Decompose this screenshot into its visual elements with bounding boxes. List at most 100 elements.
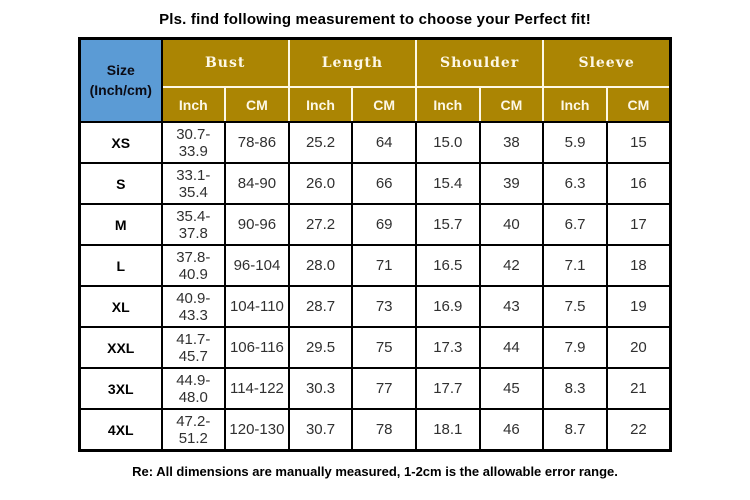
table-row: XL 40.9-43.3 104-110 28.7 73 16.9 43 7.5 19 [78, 285, 672, 328]
measurement-cell: 16.9 [415, 285, 481, 328]
measurement-cell: 8.3 [542, 367, 608, 410]
table-row: L 37.8-40.9 96-104 28.0 71 16.5 42 7.1 18 [78, 244, 672, 287]
measurement-cell: 120-130 [224, 408, 290, 452]
measurement-cell: 104-110 [224, 285, 290, 328]
size-label: XS [78, 121, 163, 164]
size-label: XXL [78, 326, 163, 369]
measurement-cell: 16 [605, 162, 672, 205]
measurement-cell: 90-96 [224, 203, 290, 246]
measurement-cell: 15.0 [415, 121, 481, 164]
measurement-cell: 66 [351, 162, 417, 205]
measurement-cell: 22 [605, 408, 672, 452]
table-row: 3XL 44.9-48.0 114-122 30.3 77 17.7 45 8.3 21 [78, 367, 672, 410]
column-group-length: Length [287, 37, 418, 88]
unit-header-length-inch: Inch [287, 86, 354, 123]
table-row: XS 30.7-33.9 78-86 25.2 64 15.0 38 5.9 15 [78, 121, 672, 164]
size-label: 4XL [78, 408, 163, 452]
measurement-cell: 16.5 [415, 244, 481, 287]
measurement-cell: 28.7 [287, 285, 354, 328]
measurement-cell: 15.7 [415, 203, 481, 246]
measurement-cell: 44.9-48.0 [160, 367, 227, 410]
measurement-cell: 27.2 [287, 203, 354, 246]
measurement-cell: 7.9 [542, 326, 608, 369]
measurement-cell: 30.3 [287, 367, 354, 410]
measurement-cell: 46 [478, 408, 545, 452]
measurement-cell: 17.3 [415, 326, 481, 369]
unit-header-bust-inch: Inch [160, 86, 227, 123]
measurement-cell: 17 [605, 203, 672, 246]
measurement-cell: 6.3 [542, 162, 608, 205]
measurement-cell: 42 [478, 244, 545, 287]
measurement-cell: 18.1 [415, 408, 481, 452]
size-label: L [78, 244, 163, 287]
unit-header-sleeve-cm: CM [605, 86, 672, 123]
measurement-cell: 7.5 [542, 285, 608, 328]
measurement-cell: 40 [478, 203, 545, 246]
measurement-cell: 69 [351, 203, 417, 246]
unit-header-bust-cm: CM [224, 86, 290, 123]
unit-header-shoulder-cm: CM [478, 86, 545, 123]
measurement-cell: 75 [351, 326, 417, 369]
measurement-cell: 29.5 [287, 326, 354, 369]
unit-header-sleeve-inch: Inch [542, 86, 608, 123]
measurement-cell: 41.7-45.7 [160, 326, 227, 369]
measurement-cell: 33.1-35.4 [160, 162, 227, 205]
size-table-header: Size (Inch/cm) Bust Length Shoulder Slee… [78, 37, 672, 123]
size-table-body: XS 30.7-33.9 78-86 25.2 64 15.0 38 5.9 15 S 33.1-3… [78, 121, 672, 452]
measurement-cell: 15 [605, 121, 672, 164]
measurement-cell: 96-104 [224, 244, 290, 287]
measurement-cell: 25.2 [287, 121, 354, 164]
size-label: M [78, 203, 163, 246]
size-label: 3XL [78, 367, 163, 410]
measurement-cell: 39 [478, 162, 545, 205]
measurement-cell: 45 [478, 367, 545, 410]
measurement-cell: 17.7 [415, 367, 481, 410]
footnote: Re: All dimensions are manually measured… [132, 464, 618, 479]
table-row: XXL 41.7-45.7 106-116 29.5 75 17.3 44 7.9 20 [78, 326, 672, 369]
measurement-cell: 64 [351, 121, 417, 164]
column-group-bust: Bust [160, 37, 290, 88]
measurement-cell: 71 [351, 244, 417, 287]
measurement-cell: 15.4 [415, 162, 481, 205]
measurement-cell: 30.7-33.9 [160, 121, 227, 164]
unit-header-length-cm: CM [351, 86, 417, 123]
table-row: S 33.1-35.4 84-90 26.0 66 15.4 39 6.3 16 [78, 162, 672, 205]
table-row: 4XL 47.2-51.2 120-130 30.7 78 18.1 46 8.7 22 [78, 408, 672, 452]
measurement-cell: 114-122 [224, 367, 290, 410]
measurement-cell: 18 [605, 244, 672, 287]
measurement-cell: 19 [605, 285, 672, 328]
measurement-cell: 43 [478, 285, 545, 328]
page-title: Pls. find following measurement to choos… [159, 11, 591, 28]
unit-header-shoulder-inch: Inch [415, 86, 481, 123]
measurement-cell: 47.2-51.2 [160, 408, 227, 452]
measurement-cell: 20 [605, 326, 672, 369]
size-header-label: Size [106, 61, 135, 78]
measurement-cell: 44 [478, 326, 545, 369]
unit-header-row: Inch CM Inch CM Inch CM Inch CM [80, 86, 672, 123]
group-header-row: Size (Inch/cm) Bust Length Shoulder Slee… [78, 37, 672, 123]
measurement-cell: 30.7 [287, 408, 354, 452]
measurement-cell: 84-90 [224, 162, 290, 205]
measurement-cell: 40.9-43.3 [160, 285, 227, 328]
size-corner-header: Size (Inch/cm) [78, 37, 163, 123]
size-header-unit-label: (Inch/cm) [89, 81, 152, 98]
table-row: M 35.4-37.8 90-96 27.2 69 15.7 40 6.7 17 [78, 203, 672, 246]
measurement-cell: 5.9 [542, 121, 608, 164]
measurement-cell: 78-86 [224, 121, 290, 164]
size-chart-table: Size (Inch/cm) Bust Length Shoulder Slee… [78, 37, 672, 452]
measurement-cell: 37.8-40.9 [160, 244, 227, 287]
measurement-cell: 73 [351, 285, 417, 328]
measurement-cell: 38 [478, 121, 545, 164]
measurement-cell: 35.4-37.8 [160, 203, 227, 246]
size-label: S [78, 162, 163, 205]
measurement-cell: 26.0 [287, 162, 354, 205]
size-label: XL [78, 285, 163, 328]
column-group-sleeve: Sleeve [542, 37, 672, 88]
measurement-cell: 78 [351, 408, 417, 452]
measurement-cell: 8.7 [542, 408, 608, 452]
measurement-cell: 106-116 [224, 326, 290, 369]
measurement-cell: 77 [351, 367, 417, 410]
measurement-cell: 7.1 [542, 244, 608, 287]
measurement-cell: 28.0 [287, 244, 354, 287]
